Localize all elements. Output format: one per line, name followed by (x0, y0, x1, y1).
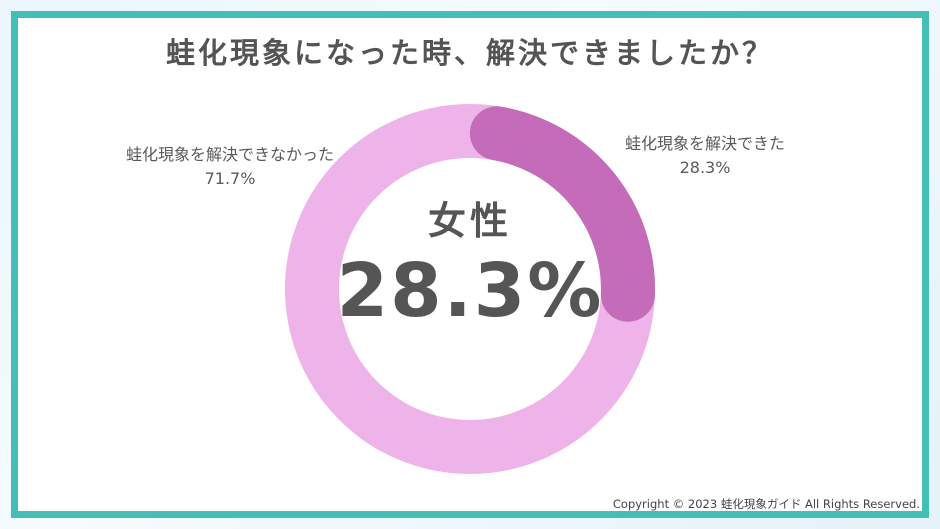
chart-title: 蛙化現象になった時、解決できましたか？ (165, 36, 774, 70)
copyright-text: Copyright © 2023 蛙化現象ガイド All Rights Rese… (612, 497, 920, 511)
label-resolved-value: 28.3% (679, 158, 731, 177)
label-not-resolved-value: 71.7% (204, 169, 256, 188)
center-category: 女性 (427, 199, 512, 243)
label-not-resolved: 蛙化現象を解決できなかった 71.7% (80, 143, 380, 191)
label-not-resolved-name: 蛙化現象を解決できなかった (125, 145, 334, 164)
donut-segment-resolved (469, 106, 655, 322)
label-resolved: 蛙化現象を解決できた 28.3% (590, 132, 820, 180)
label-resolved-name: 蛙化現象を解決できた (624, 134, 785, 153)
center-value: 28.3% (336, 248, 604, 334)
